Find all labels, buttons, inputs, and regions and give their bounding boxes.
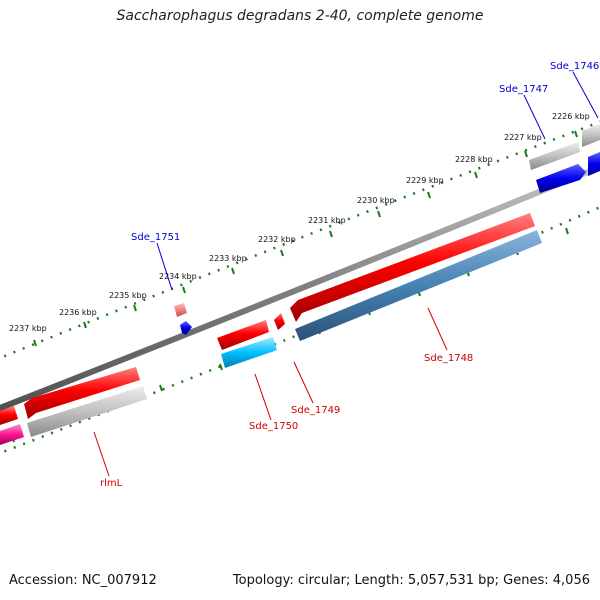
gene-label-Sde_1750[interactable]: Sde_1750 bbox=[249, 421, 298, 432]
genome-backbone bbox=[0, 163, 600, 412]
leader-line bbox=[572, 71, 599, 119]
gene-Sde_1746-outline bbox=[582, 124, 600, 147]
gene-Sde_1746[interactable] bbox=[588, 152, 600, 176]
tick-label: 2233 kbp bbox=[209, 254, 247, 263]
outer-tick-ring bbox=[0, 120, 600, 360]
tick-label: 2237 kbp bbox=[9, 324, 47, 333]
leader-line bbox=[523, 94, 546, 140]
gene-Sde_1749[interactable] bbox=[274, 313, 285, 330]
tick-label: 2232 kbp bbox=[258, 235, 296, 244]
tick-label: 2235 kbp bbox=[109, 291, 147, 300]
gene-left-edge[interactable] bbox=[0, 406, 24, 445]
accession-text: Accession: NC_007912 bbox=[9, 573, 157, 588]
tick-label: 2234 kbp bbox=[159, 272, 197, 281]
tick-label: 2236 kbp bbox=[59, 308, 97, 317]
genome-stats-text: Topology: circular; Length: 5,057,531 bp… bbox=[232, 573, 590, 588]
leader-line bbox=[254, 373, 272, 421]
leader-line bbox=[156, 242, 173, 291]
gene-Sde_1748[interactable] bbox=[290, 213, 542, 341]
gene-Sde_1751[interactable] bbox=[174, 303, 192, 335]
gene-Sde_1750[interactable] bbox=[217, 320, 277, 368]
gene-label-Sde_1751[interactable]: Sde_1751 bbox=[131, 232, 180, 243]
tick-label: 2230 kbp bbox=[357, 196, 395, 205]
leader-line bbox=[93, 431, 110, 477]
leader-line bbox=[293, 361, 314, 404]
tick-label: 2229 kbp bbox=[406, 176, 444, 185]
tick-label: 2226 kbp bbox=[552, 112, 590, 121]
tick-label: 2231 kbp bbox=[308, 216, 346, 225]
gene-label-Sde_1747[interactable]: Sde_1747 bbox=[499, 84, 548, 95]
gene-label-rlmL[interactable]: rlmL bbox=[100, 478, 123, 489]
outer-major-ticks bbox=[33, 130, 578, 347]
gene-label-Sde_1748[interactable]: Sde_1748 bbox=[424, 353, 473, 364]
tick-label: 2228 kbp bbox=[455, 155, 493, 164]
gene-label-Sde_1746[interactable]: Sde_1746 bbox=[550, 61, 599, 72]
genome-title: Saccharophagus degradans 2-40, complete … bbox=[116, 8, 484, 24]
gene-Sde_1747[interactable] bbox=[529, 142, 586, 193]
gene-label-Sde_1749[interactable]: Sde_1749 bbox=[291, 405, 340, 416]
tick-label: 2227 kbp bbox=[504, 133, 542, 142]
leader-line bbox=[427, 307, 448, 351]
gene-rlmL[interactable] bbox=[24, 367, 147, 437]
